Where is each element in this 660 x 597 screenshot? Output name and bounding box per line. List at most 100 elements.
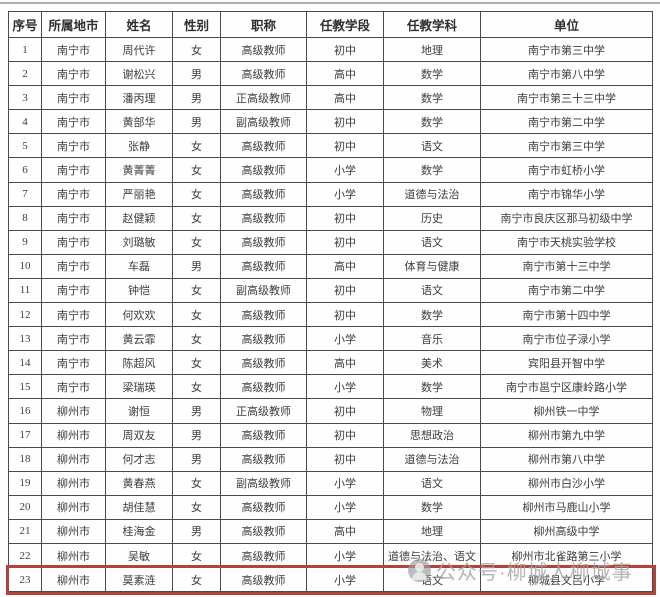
table-cell: 初中 bbox=[306, 36, 384, 63]
teacher-roster-table: 序号 所属地市 姓名 性别 职称 任教学段 任教学科 单位 1 南宁市 周代许女高级教师 初中 地理南… bbox=[5, 11, 656, 595]
table-cell: 道德与法治 bbox=[383, 446, 481, 472]
table-row: 12 南宁市 何欢欢女高级教师 初中 数学 南宁市第十四中学 bbox=[8, 302, 653, 328]
table-row: 17 柳州市 周双友男高级教师 初中 思想政治 柳州市第九中学 bbox=[8, 422, 653, 448]
table-cell: 高级教师 bbox=[220, 157, 307, 183]
column-header: 姓名 bbox=[105, 11, 173, 38]
table-cell: 柳州铁一中学 bbox=[480, 398, 653, 424]
table-cell: 初中 bbox=[306, 302, 384, 328]
table-cell: 张静 bbox=[105, 133, 173, 159]
table-cell: 11 bbox=[8, 277, 42, 304]
table-cell: 高级教师 bbox=[220, 374, 307, 400]
table-header-row: 序号 所属地市 姓名 性别 职称 任教学段 任教学科 单位 bbox=[8, 11, 653, 38]
table-cell: 柳州市第九中学 bbox=[480, 422, 653, 448]
table-cell: 3 bbox=[8, 85, 42, 111]
table-cell: 吴敏 bbox=[105, 542, 173, 569]
table-cell: 语文 bbox=[383, 470, 481, 496]
table-cell: 数学 bbox=[383, 494, 481, 520]
table-cell: 黄云霏 bbox=[105, 326, 173, 352]
table-cell: 高级教师 bbox=[220, 567, 307, 593]
table-cell: 小学 bbox=[306, 157, 384, 183]
table-cell: 副高级教师 bbox=[220, 109, 307, 135]
table-cell: 女 bbox=[172, 277, 221, 304]
table-cell: 数学 bbox=[383, 374, 481, 400]
table-cell: 体育与健康 bbox=[383, 253, 481, 279]
table-cell: 南宁市第三十三中学 bbox=[480, 85, 653, 111]
table-cell: 初中 bbox=[306, 133, 384, 159]
table-row: 20 柳州市 胡佳慧女高级教师 小学 数学 柳州市马鹿山小学 bbox=[8, 494, 653, 520]
column-header: 职称 bbox=[220, 11, 307, 38]
table-cell: 高级教师 bbox=[220, 133, 307, 159]
table-row: 21 柳州市 桂海金男高级教师 高中 地理 柳州高级中学 bbox=[8, 518, 653, 544]
table-cell: 南宁市 bbox=[41, 253, 106, 279]
table-cell: 20 bbox=[8, 494, 42, 520]
table-cell: 高级教师 bbox=[220, 229, 307, 255]
table-cell: 男 bbox=[172, 398, 221, 424]
table-cell: 初中 bbox=[306, 229, 384, 255]
table-cell: 周代许 bbox=[105, 36, 173, 63]
table-cell: 柳州市第八中学 bbox=[480, 446, 653, 472]
table-cell: 南宁市天桃实验学校 bbox=[480, 229, 653, 255]
table-cell: 男 bbox=[172, 109, 221, 135]
table-cell: 21 bbox=[8, 518, 42, 544]
table-cell: 语文 bbox=[383, 567, 481, 593]
table-cell: 女 bbox=[172, 133, 221, 159]
table-row: 1 南宁市 周代许女高级教师 初中 地理 南宁市第三中学 bbox=[8, 36, 653, 63]
table-cell: 男 bbox=[172, 85, 221, 111]
table-cell: 高中 bbox=[306, 350, 384, 376]
table-cell: 柳州市 bbox=[41, 398, 106, 424]
table-cell: 高级教师 bbox=[220, 350, 307, 376]
column-header: 单位 bbox=[480, 11, 653, 38]
table-cell: 柳城县文吕小学 bbox=[480, 567, 653, 593]
table-cell: 梁瑞瑛 bbox=[105, 374, 173, 400]
table-row: 11 南宁市 钟恺女副高级教师 初中 语文 南宁市第二中学 bbox=[8, 277, 653, 304]
table-row: 7 南宁市 严丽艳女高级教师 小学 道德与法治 南宁市锦华小学 bbox=[8, 181, 653, 207]
table-cell: 高级教师 bbox=[220, 326, 307, 352]
table-row: 8 南宁市 赵健颖女高级教师 初中 历史 南宁市良庆区那马初级中学 bbox=[8, 205, 653, 231]
table-cell: 9 bbox=[8, 229, 42, 255]
table-cell: 高级教师 bbox=[220, 518, 307, 544]
table-cell: 23 bbox=[8, 567, 42, 593]
table-cell: 南宁市虹桥小学 bbox=[480, 157, 653, 183]
table-cell: 音乐 bbox=[383, 326, 481, 352]
table-cell: 1 bbox=[8, 36, 42, 63]
table-cell: 黄部华 bbox=[105, 109, 173, 135]
table-cell: 柳州市 bbox=[41, 422, 106, 448]
table-row: 14 南宁市 陈超风女高级教师 高中 美术 宾阳县开智中学 bbox=[8, 350, 653, 376]
table-cell: 南宁市第三中学 bbox=[480, 36, 653, 63]
table-cell: 南宁市锦华小学 bbox=[480, 181, 653, 207]
table-cell: 南宁市 bbox=[41, 277, 106, 304]
table-cell: 何欢欢 bbox=[105, 302, 173, 328]
table-cell: 陈超风 bbox=[105, 350, 173, 376]
table-cell: 高中 bbox=[306, 61, 384, 87]
table-cell: 12 bbox=[8, 302, 42, 328]
table-cell: 女 bbox=[172, 36, 221, 63]
table-cell: 女 bbox=[172, 350, 221, 376]
table-row: 16 柳州市 谢恒男正高级教师 初中 物理 柳州铁一中学 bbox=[8, 398, 653, 424]
table-row: 4 南宁市 黄部华男副高级教师 初中 数学 南宁市第二中学 bbox=[8, 109, 653, 135]
table-cell: 南宁市第二中学 bbox=[480, 277, 653, 304]
table-cell: 14 bbox=[8, 350, 42, 376]
table-cell: 南宁市第八中学 bbox=[480, 61, 653, 87]
table-cell: 初中 bbox=[306, 446, 384, 472]
table-cell: 高级教师 bbox=[220, 253, 307, 279]
table-cell: 南宁市位子渌小学 bbox=[480, 326, 653, 352]
table-cell: 高级教师 bbox=[220, 542, 307, 569]
table-cell: 初中 bbox=[306, 109, 384, 135]
table-cell: 语文 bbox=[383, 229, 481, 255]
table-cell: 柳州市 bbox=[41, 518, 106, 544]
table-cell: 19 bbox=[8, 470, 42, 496]
table-cell: 柳州市 bbox=[41, 567, 106, 593]
table-cell: 女 bbox=[172, 567, 221, 593]
table-cell: 女 bbox=[172, 470, 221, 496]
table-cell: 数学 bbox=[383, 61, 481, 87]
table-cell: 女 bbox=[172, 326, 221, 352]
table-cell: 高中 bbox=[306, 85, 384, 111]
table-cell: 南宁市 bbox=[41, 229, 106, 255]
table-cell: 正高级教师 bbox=[220, 398, 307, 424]
table-row: 3 南宁市 潘丙理男正高级教师 高中 数学 南宁市第三十三中学 bbox=[8, 85, 653, 111]
table-cell: 小学 bbox=[306, 326, 384, 352]
table-cell: 南宁市邕宁区康岭路小学 bbox=[480, 374, 653, 400]
table-cell: 15 bbox=[8, 374, 42, 400]
table-row: 6 南宁市 黄菁菁女高级教师 小学 数学 南宁市虹桥小学 bbox=[8, 157, 653, 183]
table-row: 22 柳州市 吴敏女高级教师 小学 道德与法治、语文 柳州市北雀路第三小学 bbox=[8, 542, 653, 569]
